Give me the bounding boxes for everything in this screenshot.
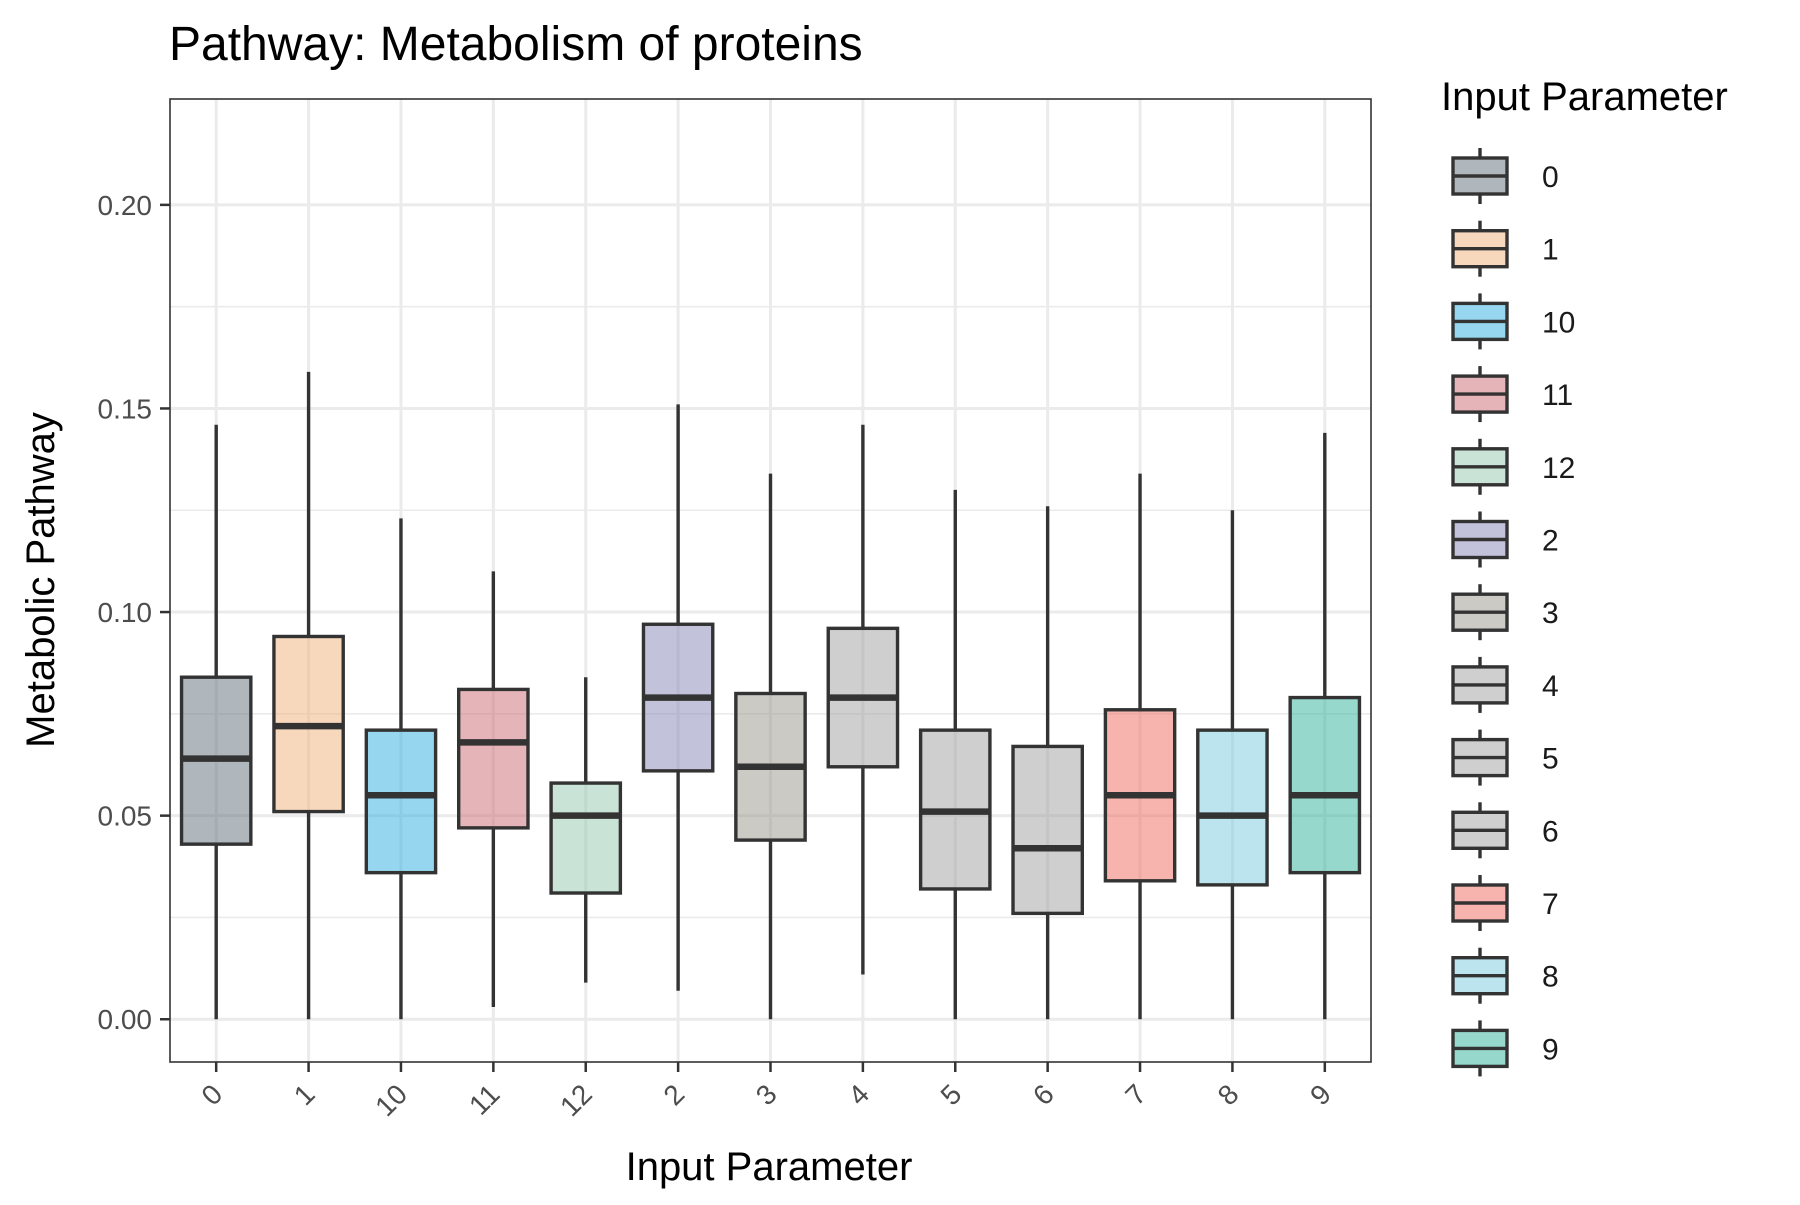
box-5 [918,489,992,1020]
box-12 [549,677,623,983]
box-series [179,371,1362,1020]
x-tick-label: 1 [288,1078,321,1111]
box-2 [641,404,715,991]
x-tick-label: 10 [369,1078,413,1122]
box-8 [1196,510,1269,1020]
box-7 [1103,473,1177,1020]
iqr-box [457,687,530,830]
legend-label: 8 [1542,961,1559,994]
legend-label: 3 [1542,597,1559,630]
legend-label: 12 [1542,452,1575,485]
box-3 [734,473,807,1020]
legend-item-9: 9 [1451,1020,1559,1077]
y-tick-label: 0.15 [98,393,153,424]
legend-item-11: 11 [1451,366,1573,423]
chart-title: Pathway: Metabolism of proteins [169,18,863,71]
box-10 [364,518,438,1020]
x-tick-label: 9 [1304,1078,1337,1111]
box-4 [826,424,900,975]
x-tick-label: 2 [657,1078,690,1111]
x-tick-label: 7 [1119,1078,1152,1111]
box-6 [1011,506,1084,1020]
y-tick-label: 0.00 [98,1004,153,1035]
iqr-box [1196,728,1269,887]
legend-item-0: 0 [1451,148,1559,204]
iqr-box [549,781,623,895]
box-11 [457,571,530,1008]
x-tick-label: 5 [935,1078,968,1111]
legend-label: 6 [1542,815,1559,848]
legend-label: 9 [1542,1033,1559,1066]
legend-item-7: 7 [1451,875,1559,931]
y-axis-title: Metabolic Pathway [19,412,63,748]
legend-item-2: 2 [1451,511,1559,568]
legend-item-5: 5 [1451,729,1559,786]
x-tick-label: 0 [195,1078,228,1111]
legend-title: Input Parameter [1441,75,1728,119]
x-axis-title: Input Parameter [626,1145,913,1189]
box-1 [272,371,345,1020]
x-tick-label: 11 [463,1078,505,1120]
box-0 [179,424,253,1020]
x-tick-label: 3 [750,1078,783,1111]
legend-item-10: 10 [1451,293,1575,350]
legend: Input Parameter 0 1 10 11 12 2 3 4 5 6 7 8 9 [1441,75,1728,1077]
x-tick-label: 12 [554,1078,598,1122]
iqr-box [364,728,438,875]
x-tick-label: 4 [842,1078,875,1111]
y-tick-label: 0.05 [98,801,153,832]
legend-label: 11 [1542,379,1573,412]
y-tick-label: 0.10 [98,597,153,628]
legend-label: 1 [1542,234,1559,267]
iqr-box [1288,695,1362,875]
legend-label: 2 [1542,525,1559,558]
legend-item-3: 3 [1451,584,1559,641]
legend-label: 5 [1542,743,1559,776]
iqr-box [1011,744,1084,916]
legend-item-4: 4 [1451,656,1559,713]
legend-label: 0 [1542,161,1559,194]
legend-item-12: 12 [1451,438,1575,495]
legend-label: 4 [1542,670,1559,703]
y-tick-label: 0.20 [98,190,153,221]
legend-item-1: 1 [1451,220,1559,277]
x-tick-label: 8 [1212,1078,1245,1111]
legend-item-8: 8 [1451,947,1559,1004]
legend-label: 7 [1542,888,1559,921]
box-9 [1288,432,1362,1020]
legend-item-6: 6 [1451,802,1559,859]
legend-label: 10 [1542,306,1575,339]
x-tick-label: 6 [1027,1078,1060,1111]
